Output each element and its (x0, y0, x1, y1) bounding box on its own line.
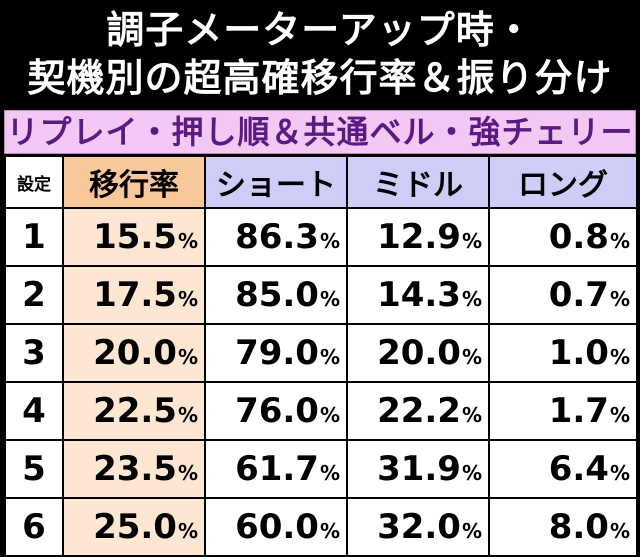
percent-sign: % (319, 519, 340, 543)
table-row: 6 25.0% 60.0% 32.0% 8.0% (6, 499, 636, 555)
short-value: 76.0 (235, 391, 319, 431)
percent-sign: % (609, 403, 630, 427)
header-short: ショート (206, 157, 346, 207)
table-row: 1 15.5% 86.3% 12.9% 0.8% (6, 209, 636, 265)
table-subtitle: リプレイ・押し順＆共通ベル・強チェリーA (4, 110, 636, 193)
long-value: 8.0 (548, 507, 609, 547)
short-value: 86.3 (235, 217, 319, 257)
short-cell: 85.0% (206, 267, 346, 323)
short-cell: 86.3% (206, 209, 346, 265)
table-row: 3 20.0% 79.0% 20.0% 1.0% (6, 325, 636, 381)
short-value: 79.0 (235, 333, 319, 373)
long-value: 6.4 (548, 449, 609, 489)
rate-cell: 22.5% (64, 383, 204, 439)
short-value: 60.0 (235, 507, 319, 547)
rate-value: 25.0 (93, 507, 177, 547)
header-setting: 設定 (6, 157, 62, 207)
rate-cell: 23.5% (64, 441, 204, 497)
rate-cell: 20.0% (64, 325, 204, 381)
short-cell: 76.0% (206, 383, 346, 439)
percent-sign: % (319, 287, 340, 311)
middle-cell: 22.2% (348, 383, 488, 439)
short-cell: 79.0% (206, 325, 346, 381)
long-value: 0.7 (548, 275, 609, 315)
rate-cell: 25.0% (64, 499, 204, 555)
middle-value: 20.0 (377, 333, 461, 373)
rate-cell: 17.5% (64, 267, 204, 323)
table-row: 4 22.5% 76.0% 22.2% 1.7% (6, 383, 636, 439)
percent-sign: % (319, 345, 340, 369)
table-row: 5 23.5% 61.7% 31.9% 6.4% (6, 441, 636, 497)
rate-table: 設定 移行率 ショート ミドル ロング 1 15.5% 86.3% 12.9% 0.8%… (4, 155, 638, 557)
percent-sign: % (319, 461, 340, 485)
middle-value: 22.2 (377, 391, 461, 431)
long-cell: 0.7% (490, 267, 636, 323)
short-value: 85.0 (235, 275, 319, 315)
setting-cell: 4 (6, 383, 62, 439)
middle-cell: 14.3% (348, 267, 488, 323)
setting-cell: 6 (6, 499, 62, 555)
setting-cell: 5 (6, 441, 62, 497)
percent-sign: % (319, 403, 340, 427)
rate-value: 17.5 (93, 275, 177, 315)
percent-sign: % (177, 345, 198, 369)
middle-value: 14.3 (377, 275, 461, 315)
percent-sign: % (461, 287, 482, 311)
setting-cell: 3 (6, 325, 62, 381)
setting-cell: 1 (6, 209, 62, 265)
title-line-1: 調子メーターアップ時・ (106, 8, 534, 52)
percent-sign: % (177, 229, 198, 253)
percent-sign: % (461, 229, 482, 253)
middle-cell: 32.0% (348, 499, 488, 555)
header-middle: ミドル (348, 157, 488, 207)
middle-value: 31.9 (377, 449, 461, 489)
percent-sign: % (177, 287, 198, 311)
middle-cell: 12.9% (348, 209, 488, 265)
long-value: 1.0 (548, 333, 609, 373)
rate-cell: 15.5% (64, 209, 204, 265)
percent-sign: % (177, 461, 198, 485)
long-cell: 1.0% (490, 325, 636, 381)
long-cell: 6.4% (490, 441, 636, 497)
middle-value: 32.0 (377, 507, 461, 547)
percent-sign: % (609, 519, 630, 543)
long-value: 1.7 (548, 391, 609, 431)
percent-sign: % (609, 287, 630, 311)
percent-sign: % (319, 229, 340, 253)
title-line-2: 契機別の超高確移行率＆振り分け (27, 56, 613, 100)
rate-value: 20.0 (93, 333, 177, 373)
rate-value: 23.5 (93, 449, 177, 489)
middle-cell: 20.0% (348, 325, 488, 381)
header-row: 設定 移行率 ショート ミドル ロング (6, 157, 636, 207)
percent-sign: % (461, 519, 482, 543)
long-value: 0.8 (548, 217, 609, 257)
page-title: 調子メーターアップ時・ 契機別の超高確移行率＆振り分け (0, 0, 640, 108)
long-cell: 0.8% (490, 209, 636, 265)
rate-value: 15.5 (93, 217, 177, 257)
long-cell: 1.7% (490, 383, 636, 439)
percent-sign: % (609, 229, 630, 253)
table-row: 2 17.5% 85.0% 14.3% 0.7% (6, 267, 636, 323)
long-cell: 8.0% (490, 499, 636, 555)
short-cell: 61.7% (206, 441, 346, 497)
percent-sign: % (177, 519, 198, 543)
header-rate: 移行率 (64, 157, 204, 207)
setting-cell: 2 (6, 267, 62, 323)
short-cell: 60.0% (206, 499, 346, 555)
percent-sign: % (609, 461, 630, 485)
short-value: 61.7 (235, 449, 319, 489)
middle-cell: 31.9% (348, 441, 488, 497)
header-long: ロング (490, 157, 636, 207)
percent-sign: % (461, 461, 482, 485)
percent-sign: % (461, 403, 482, 427)
percent-sign: % (609, 345, 630, 369)
percent-sign: % (177, 403, 198, 427)
rate-value: 22.5 (93, 391, 177, 431)
middle-value: 12.9 (377, 217, 461, 257)
percent-sign: % (461, 345, 482, 369)
